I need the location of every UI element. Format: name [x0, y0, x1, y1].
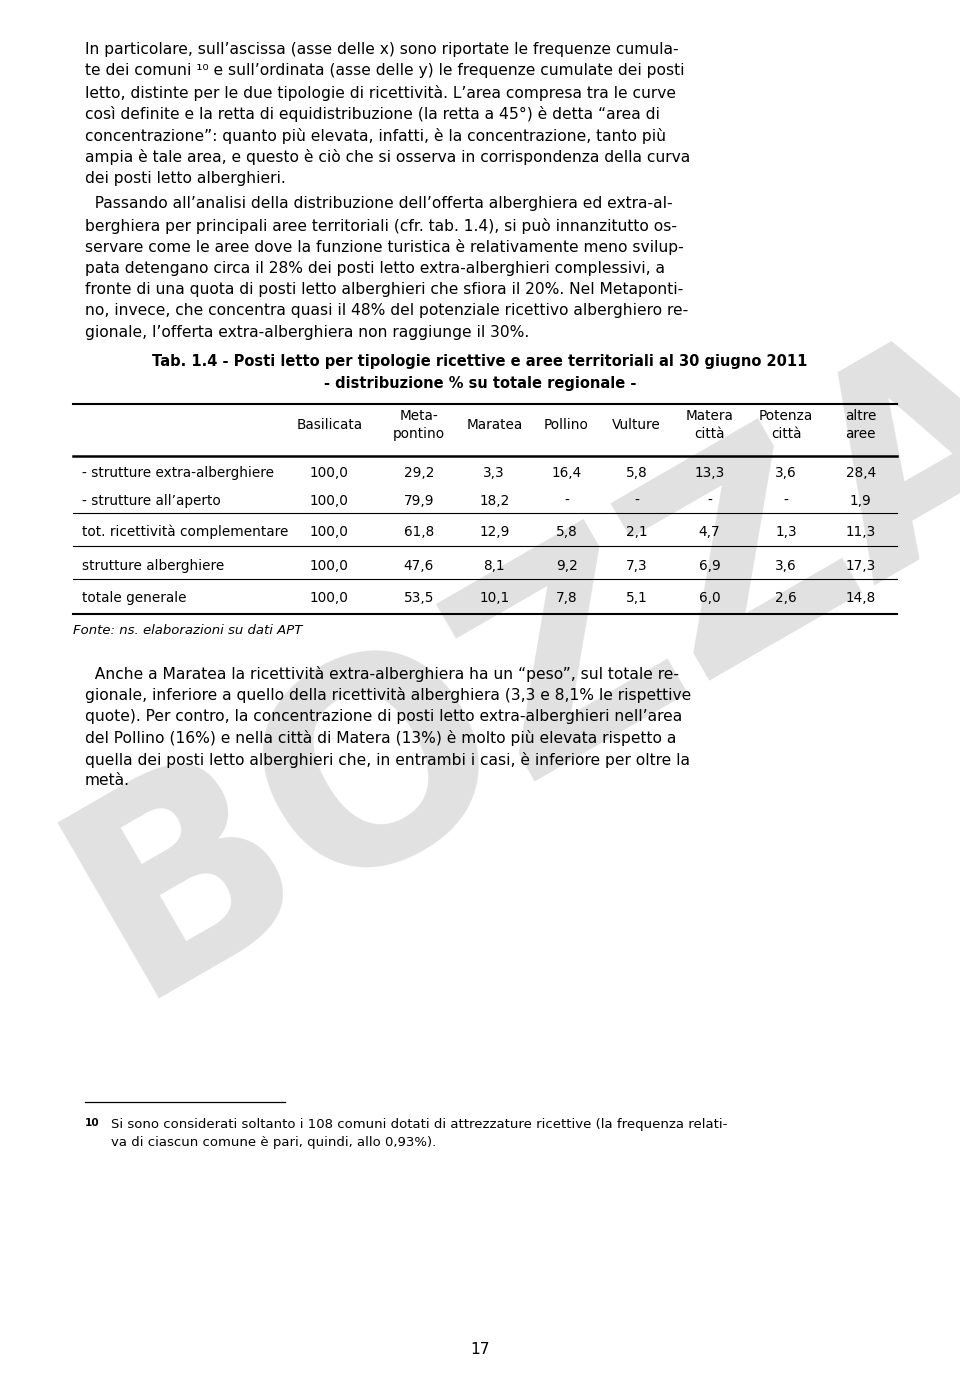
Text: 47,6: 47,6	[403, 559, 434, 573]
Text: Passando all’analisi della distribuzione dell’offerta alberghiera ed extra-al-: Passando all’analisi della distribuzione…	[85, 196, 673, 211]
Text: 16,4: 16,4	[551, 466, 582, 480]
Text: pontino: pontino	[393, 427, 444, 441]
Text: 100,0: 100,0	[310, 494, 348, 508]
Text: 29,2: 29,2	[403, 466, 434, 480]
Text: 53,5: 53,5	[403, 591, 434, 605]
Text: aree: aree	[846, 427, 876, 441]
Text: 100,0: 100,0	[310, 524, 348, 540]
Text: berghiera per principali aree territoriali (cfr. tab. 1.4), si può innanzitutto : berghiera per principali aree territoria…	[85, 218, 677, 233]
Text: 17: 17	[470, 1343, 490, 1356]
Text: 18,2: 18,2	[479, 494, 510, 508]
Text: BOZZA: BOZZA	[28, 283, 960, 1049]
Text: 4,7: 4,7	[699, 524, 720, 540]
Text: 5,1: 5,1	[626, 591, 647, 605]
Text: no, invece, che concentra quasi il 48% del potenziale ricettivo alberghiero re-: no, invece, che concentra quasi il 48% d…	[85, 304, 688, 319]
Text: te dei comuni ¹⁰ e sull’ordinata (asse delle y) le frequenze cumulate dei posti: te dei comuni ¹⁰ e sull’ordinata (asse d…	[85, 64, 684, 79]
Text: 100,0: 100,0	[310, 559, 348, 573]
Text: Vulture: Vulture	[612, 417, 660, 431]
Text: letto, distinte per le due tipologie di ricettività. L’area compresa tra le curv: letto, distinte per le due tipologie di …	[85, 85, 676, 101]
Text: 3,6: 3,6	[776, 559, 797, 573]
Text: 7,3: 7,3	[626, 559, 647, 573]
Text: 13,3: 13,3	[694, 466, 725, 480]
Text: -: -	[783, 494, 788, 508]
Text: 10: 10	[85, 1118, 100, 1128]
Text: concentrazione”: quanto più elevata, infatti, è la concentrazione, tanto più: concentrazione”: quanto più elevata, inf…	[85, 128, 666, 144]
Text: città: città	[694, 427, 725, 441]
Text: 100,0: 100,0	[310, 591, 348, 605]
Text: ampia è tale area, e questo è ciò che si osserva in corrispondenza della curva: ampia è tale area, e questo è ciò che si…	[85, 150, 690, 165]
Text: 100,0: 100,0	[310, 466, 348, 480]
Text: dei posti letto alberghieri.: dei posti letto alberghieri.	[85, 171, 286, 186]
Text: 17,3: 17,3	[846, 559, 876, 573]
Text: 14,8: 14,8	[846, 591, 876, 605]
Text: tot. ricettività complementare: tot. ricettività complementare	[82, 524, 288, 540]
Text: gionale, inferiore a quello della ricettività alberghiera (3,3 e 8,1% le rispett: gionale, inferiore a quello della ricett…	[85, 688, 691, 703]
Text: strutture alberghiere: strutture alberghiere	[82, 559, 225, 573]
Text: 5,8: 5,8	[556, 524, 577, 540]
Text: metà.: metà.	[85, 773, 130, 788]
Text: 10,1: 10,1	[479, 591, 510, 605]
Text: 2,1: 2,1	[626, 524, 647, 540]
Text: 6,0: 6,0	[699, 591, 720, 605]
Text: quella dei posti letto alberghieri che, in entrambi i casi, è inferiore per oltr: quella dei posti letto alberghieri che, …	[85, 752, 690, 768]
Text: gionale, l’offerta extra-alberghiera non raggiunge il 30%.: gionale, l’offerta extra-alberghiera non…	[85, 325, 529, 340]
Text: 5,8: 5,8	[626, 466, 647, 480]
Text: - distribuzione % su totale regionale -: - distribuzione % su totale regionale -	[324, 376, 636, 391]
Text: totale generale: totale generale	[82, 591, 186, 605]
Text: 1,9: 1,9	[850, 494, 872, 508]
Text: -: -	[708, 494, 712, 508]
Text: Basilicata: Basilicata	[297, 417, 362, 431]
Text: 6,9: 6,9	[699, 559, 721, 573]
Text: -: -	[564, 494, 569, 508]
Text: servare come le aree dove la funzione turistica è relativamente meno svilup-: servare come le aree dove la funzione tu…	[85, 239, 684, 255]
Text: 11,3: 11,3	[846, 524, 876, 540]
Text: fronte di una quota di posti letto alberghieri che sfiora il 20%. Nel Metaponti-: fronte di una quota di posti letto alber…	[85, 282, 684, 297]
Text: 3,6: 3,6	[776, 466, 797, 480]
Text: 7,8: 7,8	[556, 591, 577, 605]
Text: quote). Per contro, la concentrazione di posti letto extra-alberghieri nell’area: quote). Per contro, la concentrazione di…	[85, 709, 683, 724]
Text: così definite e la retta di equidistribuzione (la retta a 45°) è detta “area di: così definite e la retta di equidistribu…	[85, 107, 660, 122]
Text: - strutture all’aperto: - strutture all’aperto	[82, 494, 221, 508]
Text: Maratea: Maratea	[467, 417, 522, 431]
Text: va di ciascun comune è pari, quindi, allo 0,93%).: va di ciascun comune è pari, quindi, all…	[111, 1136, 436, 1150]
Text: Meta-: Meta-	[399, 409, 438, 423]
Text: -: -	[634, 494, 638, 508]
Text: 12,9: 12,9	[479, 524, 510, 540]
Text: 9,2: 9,2	[556, 559, 577, 573]
Text: 79,9: 79,9	[403, 494, 434, 508]
Text: città: città	[771, 427, 802, 441]
Text: Fonte: ns. elaborazioni su dati APT: Fonte: ns. elaborazioni su dati APT	[73, 624, 302, 637]
Text: 28,4: 28,4	[846, 466, 876, 480]
Text: pata detengano circa il 28% dei posti letto extra-alberghieri complessivi, a: pata detengano circa il 28% dei posti le…	[85, 261, 665, 276]
Text: - strutture extra-alberghiere: - strutture extra-alberghiere	[82, 466, 274, 480]
Text: Matera: Matera	[685, 409, 733, 423]
Text: Tab. 1.4 - Posti letto per tipologie ricettive e aree territoriali al 30 giugno : Tab. 1.4 - Posti letto per tipologie ric…	[153, 354, 807, 369]
Text: altre: altre	[845, 409, 876, 423]
Text: Si sono considerati soltanto i 108 comuni dotati di attrezzature ricettive (la f: Si sono considerati soltanto i 108 comun…	[111, 1118, 728, 1130]
Text: In particolare, sull’ascissa (asse delle x) sono riportate le frequenze cumula-: In particolare, sull’ascissa (asse delle…	[85, 42, 679, 57]
Text: 3,3: 3,3	[484, 466, 505, 480]
Text: 2,6: 2,6	[776, 591, 797, 605]
Text: Pollino: Pollino	[544, 417, 589, 431]
Text: 8,1: 8,1	[484, 559, 505, 573]
Text: 1,3: 1,3	[776, 524, 797, 540]
Text: Potenza: Potenza	[759, 409, 813, 423]
Text: Anche a Maratea la ricettività extra-alberghiera ha un “peso”, sul totale re-: Anche a Maratea la ricettività extra-alb…	[85, 666, 679, 682]
Text: del Pollino (16%) e nella città di Matera (13%) è molto più elevata rispetto a: del Pollino (16%) e nella città di Mater…	[85, 730, 677, 746]
Text: 61,8: 61,8	[403, 524, 434, 540]
